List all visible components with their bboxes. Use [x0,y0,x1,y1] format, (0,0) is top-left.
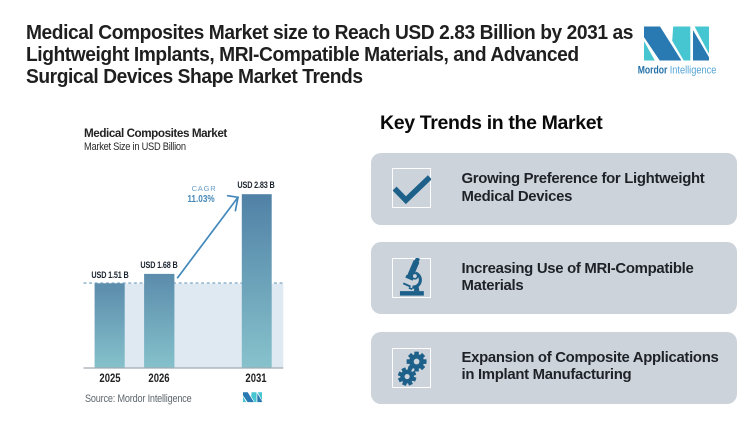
svg-text:Intelligence: Intelligence [670,65,717,77]
svg-text:Mordor: Mordor [638,65,668,77]
